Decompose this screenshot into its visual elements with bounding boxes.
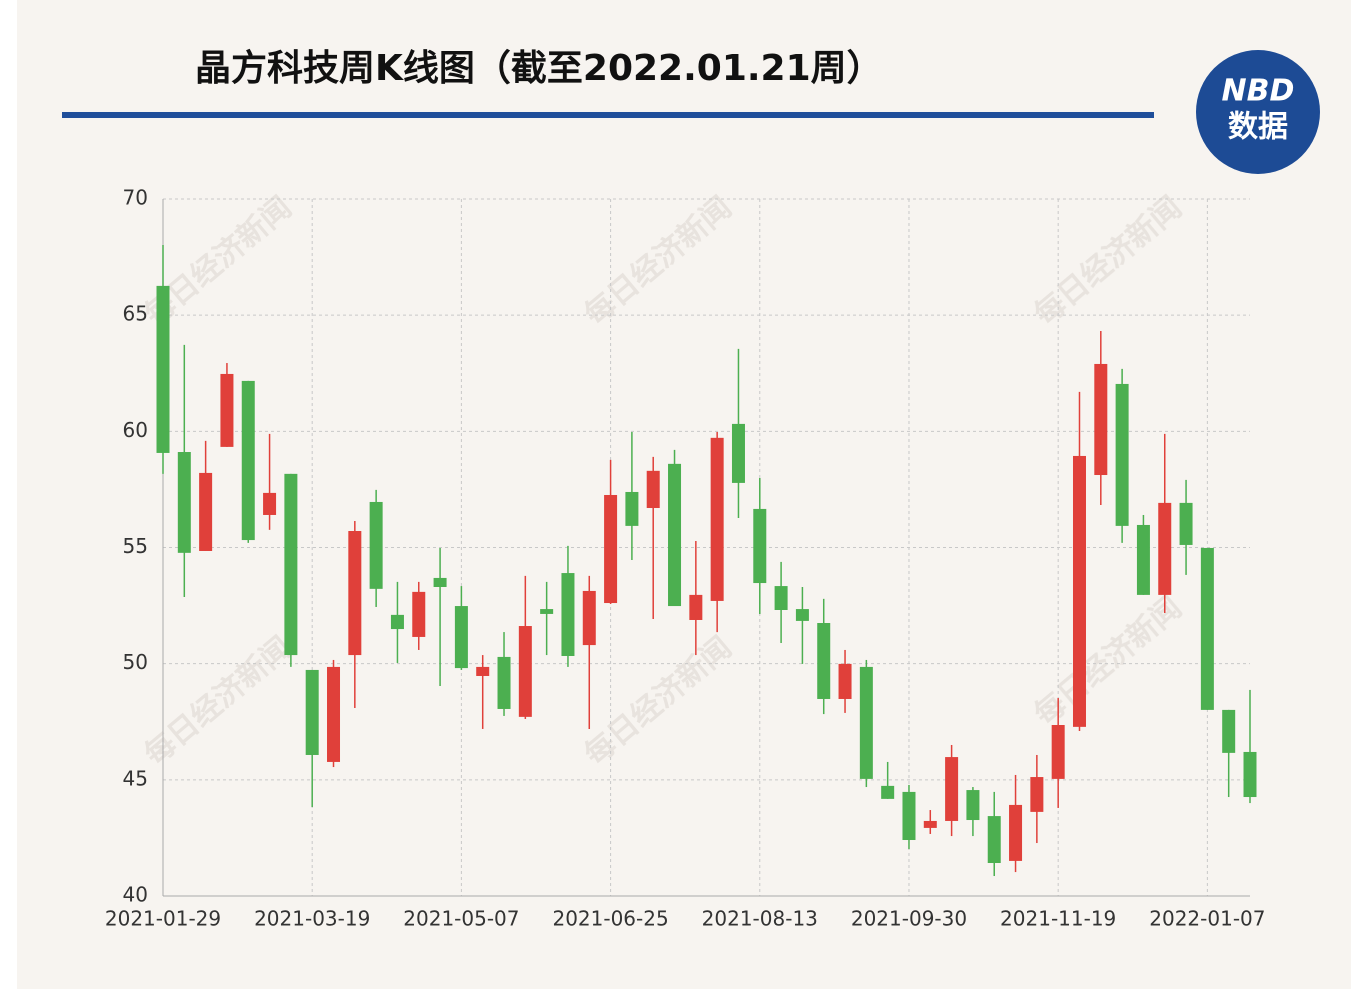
candle-body	[1222, 709, 1236, 753]
candle-body	[582, 590, 596, 646]
x-tick-label: 2021-08-13	[702, 907, 818, 931]
x-tick-label: 2021-03-19	[254, 907, 370, 931]
candle-body	[604, 494, 618, 604]
candle-body	[390, 614, 404, 630]
candle-body	[1051, 725, 1065, 779]
y-tick-label: 55	[123, 534, 148, 558]
candle-body	[902, 791, 916, 841]
x-tick-label: 2021-11-19	[1000, 907, 1116, 931]
x-tick-label: 2021-01-29	[105, 907, 221, 931]
candle-body	[774, 586, 788, 610]
candle-body	[1115, 383, 1129, 526]
candle-body	[199, 472, 213, 551]
candle-body	[731, 423, 745, 483]
candle-body	[540, 609, 554, 614]
candle-body	[220, 373, 234, 447]
candle-body	[1136, 524, 1150, 595]
candle-body	[369, 501, 383, 589]
y-tick-label: 65	[123, 302, 148, 326]
candle-body	[987, 816, 1001, 864]
candle-body	[561, 573, 575, 656]
logo-text: NBD	[1222, 74, 1295, 109]
candle-body	[1200, 547, 1214, 710]
candle-body	[518, 626, 532, 717]
y-tick-label: 50	[123, 650, 148, 674]
candle-body	[412, 591, 426, 637]
candle-body	[945, 757, 959, 821]
candle-body	[1030, 777, 1044, 812]
candle-body	[710, 437, 724, 601]
candle-body	[689, 594, 703, 620]
x-tick-label: 2021-05-07	[403, 907, 519, 931]
candle-body	[646, 470, 660, 509]
candle-body	[433, 577, 447, 587]
candle-body	[156, 285, 170, 453]
candle-body	[753, 508, 767, 584]
y-tick-label: 40	[123, 883, 148, 907]
x-tick-label: 2021-09-30	[851, 907, 967, 931]
candle-body	[327, 666, 341, 762]
x-tick-label: 2022-01-07	[1149, 907, 1265, 931]
candle-body	[1179, 502, 1193, 545]
candle-body	[348, 531, 362, 656]
candle-body	[241, 380, 255, 541]
candle-body	[177, 452, 191, 553]
candle-body	[795, 609, 809, 621]
panel	[17, 0, 1351, 989]
candle-body	[476, 666, 490, 676]
y-tick-label: 70	[123, 186, 148, 210]
candle-body	[305, 669, 319, 755]
candle-body	[859, 666, 873, 779]
title-rule	[62, 112, 1154, 118]
candle-body	[1158, 502, 1172, 595]
candle-body	[1243, 751, 1257, 798]
candle-body	[817, 623, 831, 699]
candle-body	[284, 473, 298, 656]
chart-title: 晶方科技周K线图（截至2022.01.21周）	[195, 48, 883, 89]
candle-body	[1072, 455, 1086, 727]
candle-body	[668, 463, 682, 607]
candle-body	[454, 606, 468, 669]
candle-body	[1009, 804, 1023, 861]
candle-body	[497, 656, 511, 709]
logo-text: 数据	[1228, 110, 1288, 145]
candle-body	[923, 820, 937, 828]
x-tick-label: 2021-06-25	[552, 907, 668, 931]
candle-body	[966, 790, 980, 821]
candle-body	[1094, 363, 1108, 476]
candle-body	[263, 492, 277, 515]
y-tick-label: 60	[123, 418, 148, 442]
logo	[1196, 50, 1320, 174]
candle-body	[881, 785, 895, 799]
y-tick-label: 45	[123, 766, 148, 790]
candle-body	[625, 491, 639, 526]
candle-body	[838, 663, 852, 699]
